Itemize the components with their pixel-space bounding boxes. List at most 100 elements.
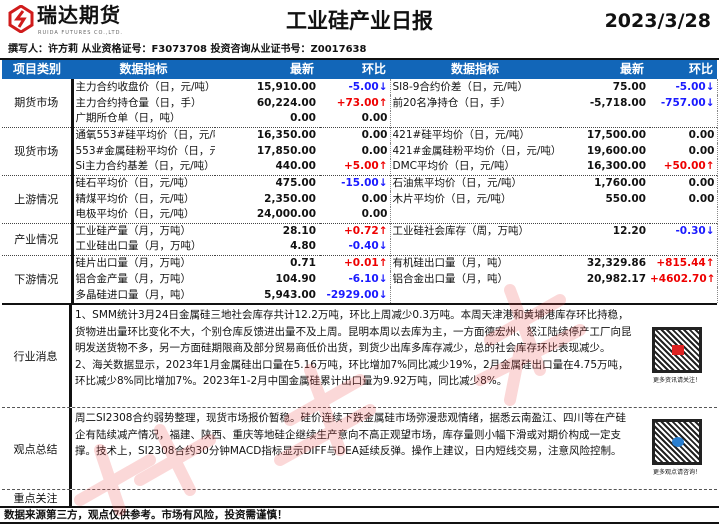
change-value: +0.01↑ — [320, 254, 391, 271]
latest-value: 15,910.00 — [256, 80, 316, 93]
indicator-name: 前20名净持仓（日，手） — [392, 96, 511, 109]
category-cell: 期货市场 — [2, 79, 74, 127]
table-row: 产业情况 工业硅产量（月，万吨） 28.10 +0.72↑ 工业硅社会库存（周，万吨） 1… — [2, 222, 718, 255]
change-value: 0.00 — [650, 191, 718, 207]
change-value — [650, 287, 718, 303]
latest-value: 20,982.17 — [586, 272, 646, 285]
indicator-name — [390, 287, 560, 303]
indicator-name: 石油焦平均价（日，元/吨） — [390, 174, 560, 191]
latest-value: 60,224.00 — [256, 96, 316, 109]
change-value: 0.00 — [320, 143, 391, 159]
indicator-name: 有机硅出口量（月，吨） — [390, 254, 560, 271]
section-label: 观点总结 — [2, 408, 72, 489]
section-label: 重点关注 — [2, 490, 72, 506]
news-paragraph: 2、海关数据显示，2023年1月金属硅出口量在5.16万吨，环比增加7%同比减少… — [75, 358, 629, 388]
latest-value: 0.00 — [290, 112, 316, 125]
qr-code-consult[interactable]: 更多观点请咨询！ — [637, 408, 717, 489]
latest-value — [560, 111, 650, 127]
report-header: 瑞达期货 RUIDA FUTURES CO.,LTD. 工业硅产业日报 2023… — [0, 0, 719, 40]
table-row: 多晶硅进口量（月，吨） 5,943.00 -2929.00↓ — [2, 287, 718, 303]
indicator-name: 铝合金产量（月，万吨） — [75, 272, 192, 285]
table-header-row: 项目类别 数据指标 最新 环比 数据指标 最新 环比 — [2, 60, 717, 79]
category-cell: 下游情况 — [2, 254, 74, 303]
latest-value: 550.00 — [605, 192, 646, 205]
latest-value: 440.00 — [275, 160, 316, 173]
news-paragraph: 1、SMM统计3月24日金属硅三地社会库存共计12.2万吨，环比上周减少0.3万… — [75, 309, 632, 354]
qr-code-follow[interactable]: 更多资讯请关注！ — [637, 305, 717, 407]
latest-value: 5,943.00 — [264, 288, 316, 301]
change-value: +4602.70↑ — [650, 271, 718, 287]
indicator-name: 木片平均价（日，元/吨） — [392, 192, 512, 205]
change-value: -0.40↓ — [320, 239, 391, 255]
indicator-name: 421#硅平均价（日，元/吨） — [390, 126, 560, 143]
table-row: 主力合约持仓量（日，手） 60,224.00 +73.00↑ 前20名净持仓（日，手）… — [2, 95, 718, 111]
column-header: 环比 — [650, 60, 717, 79]
indicator-name — [390, 111, 560, 127]
focus-text — [72, 490, 717, 506]
column-header: 环比 — [320, 60, 390, 79]
table-row: 现货市场通氧553#硅平均价（日，元/吨）16,350.000.00421#硅平… — [2, 126, 718, 175]
category-cell: 上游情况 — [2, 174, 74, 223]
news-text: 1、SMM统计3月24日金属硅三地社会库存共计12.2万吨，环比上周减少0.3万… — [72, 305, 637, 407]
table-row: 精煤平均价（日，元/吨） 2,350.00 0.00 木片平均价（日，元/吨） 550.… — [2, 191, 718, 207]
change-value: +5.00↑ — [320, 159, 391, 175]
latest-value — [560, 239, 650, 255]
indicator-name: 硅石平均价（日，元/吨） — [72, 174, 215, 191]
indicator-name — [390, 239, 560, 255]
latest-value: -5,718.00 — [589, 96, 646, 109]
indicator-name: 主力合约持仓量（日，手） — [75, 96, 202, 109]
column-header: 数据指标 — [72, 60, 215, 79]
disclaimer-footer: 数据来源第三方，观点仅供参考。市场有风险，投资需谨慎！ — [0, 506, 719, 524]
qr-code-icon — [652, 419, 702, 465]
indicator-name: DMC平均价（日，元/吨） — [392, 160, 516, 173]
indicator-name: SI8-9合约价差（日，元/吨） — [392, 80, 528, 93]
latest-value — [560, 287, 650, 303]
logo-subtext: RUIDA FUTURES CO.,LTD. — [38, 30, 124, 36]
category-cell: 产业情况 — [2, 222, 74, 255]
column-header: 数据指标 — [390, 60, 560, 79]
column-header: 最新 — [560, 60, 650, 79]
change-value: 0.00 — [320, 207, 391, 223]
change-value: 0.00 — [650, 174, 718, 191]
logo-text: 瑞达期货 — [37, 3, 121, 27]
table-row: 电极平均价（日，元/吨） 24,000.00 0.00 — [2, 207, 718, 223]
latest-value: 104.90 — [275, 272, 316, 285]
indicator-name: 精煤平均价（日，元/吨） — [75, 192, 195, 205]
section-label: 行业消息 — [2, 305, 72, 407]
qr-caption: 更多资讯请关注！ — [652, 376, 701, 384]
change-value — [650, 207, 718, 223]
column-header: 项目类别 — [2, 60, 72, 79]
focus-section: 重点关注 — [2, 489, 717, 506]
indicator-name: 广期所仓单（日，吨） — [75, 112, 181, 125]
qr-caption: 更多观点请咨询！ — [652, 469, 701, 476]
latest-value: 1,760.00 — [560, 174, 650, 191]
latest-value: 19,600.00 — [586, 144, 646, 157]
indicator-name: 工业硅产量（月，万吨） — [72, 222, 215, 239]
table-row: Si主力合约基差（日，元/吨） 440.00 +5.00↑ DMC平均价（日，元/吨）… — [2, 159, 718, 175]
indicator-name: 硅片出口量（月，万吨） — [72, 254, 215, 271]
table-row: 553#金属硅粉平均价（日，元/吨）17,850.000.00421#金属硅粉平… — [2, 143, 718, 159]
author-line: 撰写人：许方莉 从业资格证号：F3073708 投资咨询从业证书号：Z00176… — [0, 40, 719, 60]
view-summary-section: 观点总结 周二SI2308合约弱势整理，现货市场报价暂稳。硅价连续下跌金属硅市场… — [2, 407, 717, 489]
indicator-name: 通氧553#硅平均价（日，元/吨） — [72, 126, 215, 143]
change-value — [650, 239, 718, 255]
table-row: 下游情况 硅片出口量（月，万吨） 0.71 +0.01↑ 有机硅出口量（月，吨） 32,3… — [2, 254, 718, 303]
table-row: 上游情况 硅石平均价（日，元/吨） 475.00 -15.00↓ 石油焦平均价（日，元/… — [2, 174, 718, 223]
qr-code-icon — [652, 326, 702, 373]
logo-icon — [8, 5, 34, 33]
change-value: -6.10↓ — [320, 271, 391, 287]
change-value: 0.00 — [650, 143, 718, 159]
table-row: 铝合金产量（月，万吨） 104.90 -6.10↓ 铝合金出口量（月，吨） 20,982… — [2, 271, 718, 287]
indicator-name: 工业硅出口量（月，万吨） — [75, 240, 202, 253]
change-value: -5.00↓ — [320, 79, 391, 95]
table-row: 期货市场 主力合约收盘价（日，元/吨） 15,910.00 -5.00↓ SI8-9合约… — [2, 79, 718, 127]
latest-value: 2,350.00 — [264, 192, 316, 205]
company-logo: 瑞达期货 RUIDA FUTURES CO.,LTD. — [8, 3, 138, 39]
change-value: 0.00 — [320, 126, 391, 143]
change-value: -2929.00↓ — [320, 287, 391, 303]
report-date: 2023/3/28 — [604, 10, 711, 32]
page-title: 工业硅产业日报 — [286, 9, 433, 33]
change-value: -15.00↓ — [320, 174, 391, 191]
latest-value: 17,850.00 — [256, 144, 316, 157]
table-row: 广期所仓单（日，吨） 0.00 0.00 — [2, 111, 718, 127]
